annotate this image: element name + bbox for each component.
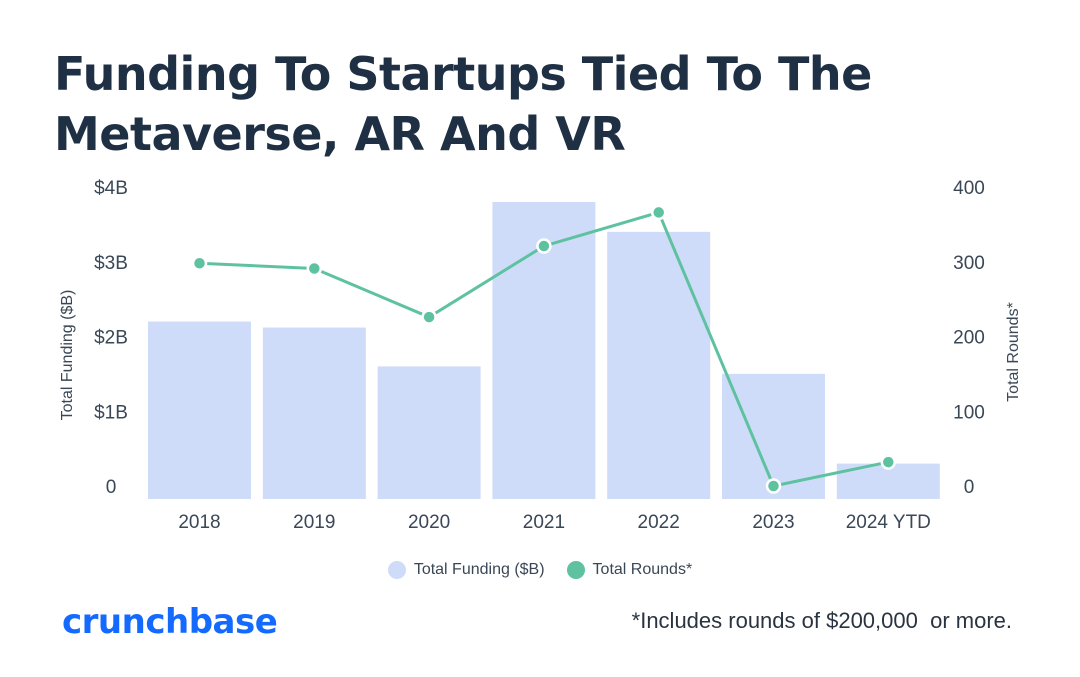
x-tick-label: 2021 bbox=[523, 512, 565, 533]
x-tick-label: 2022 bbox=[638, 512, 680, 533]
crunchbase-logo: crunchbase bbox=[62, 602, 278, 642]
funding-bar-2022 bbox=[607, 231, 711, 499]
x-tick-label: 2018 bbox=[178, 512, 220, 533]
rounds-point-2024-ytd bbox=[880, 454, 897, 470]
rounds-point-2020 bbox=[421, 309, 437, 325]
legend-swatch-funding bbox=[387, 561, 406, 579]
rounds-point-2022 bbox=[650, 204, 667, 221]
x-tick-label: 2023 bbox=[752, 512, 794, 533]
legend-item-rounds: Total Rounds* bbox=[566, 561, 693, 579]
chart-legend: Total Funding ($B) Total Rounds* bbox=[0, 561, 1080, 579]
funding-bar-2020 bbox=[377, 366, 481, 499]
legend-item-funding: Total Funding ($B) bbox=[387, 561, 545, 579]
footnote: *Includes rounds of $200,000 or more. bbox=[631, 608, 1012, 633]
x-tick-label: 2019 bbox=[293, 512, 335, 533]
chart-title: Funding To Startups Tied To The Metavers… bbox=[54, 44, 954, 164]
y-right-axis-title: Total Rounds* bbox=[1005, 302, 1022, 402]
funding-bar-2018 bbox=[148, 321, 251, 499]
chart-title-line-1: Funding To Startups Tied To The bbox=[54, 47, 872, 101]
y-left-tick-label: 0 bbox=[106, 477, 117, 498]
y-left-tick-label: $2B bbox=[94, 328, 128, 349]
x-tick-label: 2024 YTD bbox=[846, 512, 931, 533]
y-left-tick-label: $4B bbox=[94, 178, 128, 199]
rounds-point-2018 bbox=[191, 255, 208, 271]
legend-label-funding: Total Funding ($B) bbox=[413, 561, 545, 578]
y-left-axis-title: Total Funding ($B) bbox=[59, 290, 76, 421]
rounds-point-2023 bbox=[765, 478, 782, 494]
rounds-point-2021 bbox=[536, 238, 552, 254]
y-left-tick-label: $3B bbox=[94, 253, 128, 274]
rounds-point-2019 bbox=[306, 260, 323, 277]
y-right-tick-label: 400 bbox=[953, 178, 985, 199]
legend-label-rounds: Total Rounds* bbox=[592, 561, 693, 578]
funding-bar-2019 bbox=[262, 327, 366, 499]
y-left-tick-label: $1B bbox=[94, 402, 128, 423]
y-right-tick-label: 0 bbox=[964, 477, 975, 498]
y-right-tick-label: 100 bbox=[953, 402, 985, 423]
x-tick-label: 2020 bbox=[408, 512, 450, 533]
y-right-tick-label: 200 bbox=[953, 328, 985, 349]
chart-title-line-2: Metaverse, AR And VR bbox=[54, 107, 626, 161]
combo-chart: 0 $1B $2B $3B $4B 0 100 200 300 400 2018 2019 2020 20… bbox=[59, 178, 1022, 533]
y-right-tick-label: 300 bbox=[953, 253, 985, 274]
legend-swatch-rounds bbox=[566, 561, 585, 579]
